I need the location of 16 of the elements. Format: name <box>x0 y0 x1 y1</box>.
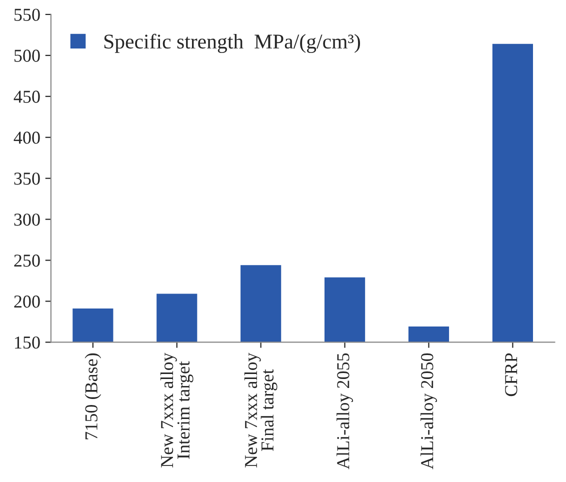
x-tick-label: New 7xxx alloy Interim target <box>160 352 194 468</box>
x-tick-label: AlLi-alloy 2055 <box>336 353 353 470</box>
y-tick-label: 250 <box>14 254 40 267</box>
y-tick-label: 350 <box>14 172 40 185</box>
x-tick-label: 7150 (Base) <box>84 353 102 440</box>
y-tick-label: 300 <box>14 214 40 226</box>
y-tick-label: 500 <box>14 50 40 62</box>
x-tick-label: AlLi-alloy 2050 <box>420 353 437 470</box>
y-tick-label: 200 <box>14 296 40 308</box>
legend-label: Specific strength MPa/(g/cm³) <box>104 34 360 53</box>
x-tick-label: CFRP <box>505 353 518 396</box>
y-tick-label: 550 <box>14 8 40 21</box>
y-tick-label: 150 <box>15 336 40 349</box>
y-tick-label: 450 <box>14 90 40 103</box>
y-tick-label: 400 <box>14 132 40 144</box>
x-tick-label: New 7xxx alloy Final target <box>244 352 278 468</box>
